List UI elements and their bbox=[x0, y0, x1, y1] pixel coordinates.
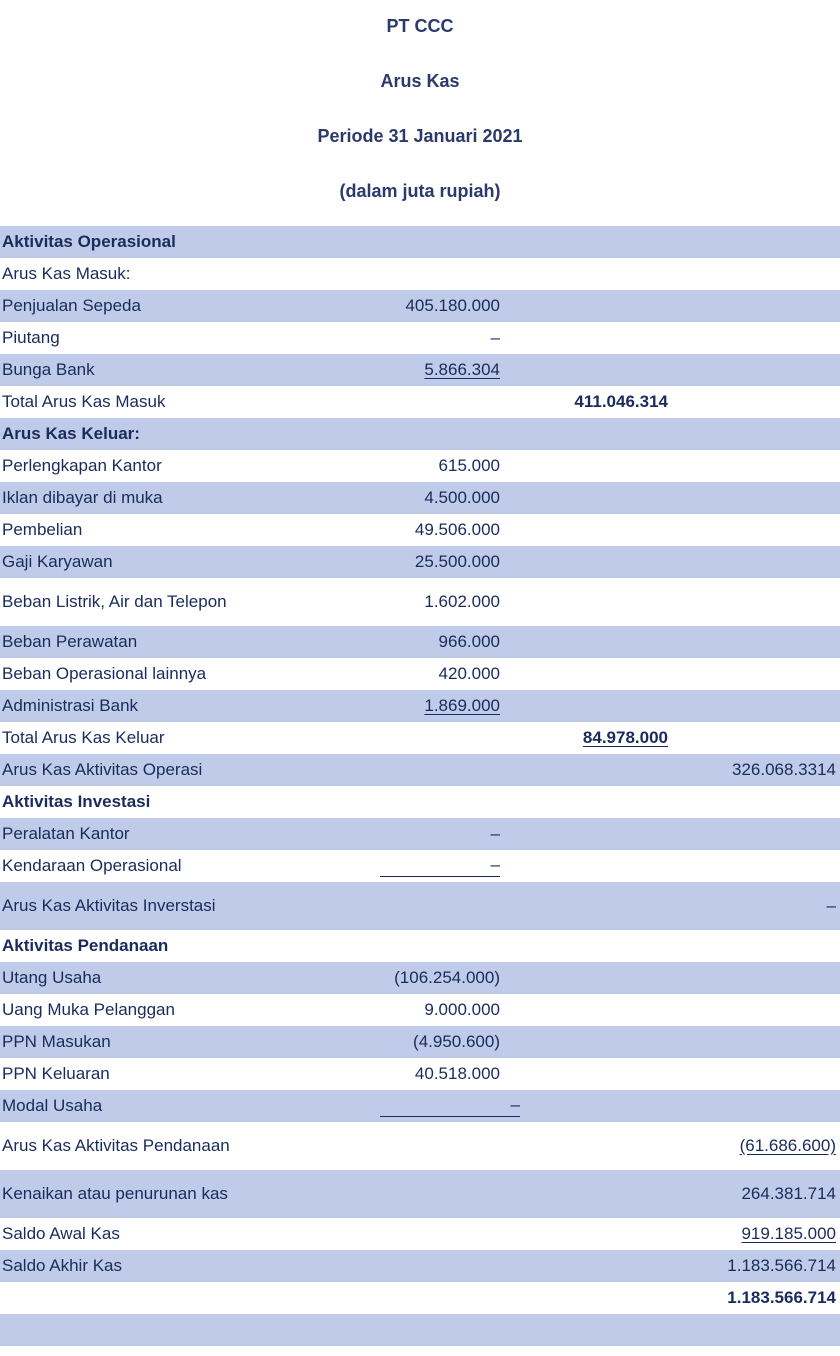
row-label: Administrasi Bank bbox=[0, 690, 378, 722]
table-row: Iklan dibayar di muka 4.500.000 bbox=[0, 482, 840, 514]
row-label: Bunga Bank bbox=[0, 354, 378, 386]
table-row: PPN Keluaran 40.518.000 bbox=[0, 1058, 840, 1090]
row-label: Uang Muka Pelanggan bbox=[0, 994, 378, 1026]
row-subtotal: 84.978.000 bbox=[504, 722, 672, 754]
company-name: PT CCC bbox=[0, 8, 840, 45]
table-row: Kendaraan Operasional – bbox=[0, 850, 840, 882]
row-label: PPN Keluaran bbox=[0, 1058, 378, 1090]
row-value: 49.506.000 bbox=[378, 514, 504, 546]
table-row: Beban Perawatan 966.000 bbox=[0, 626, 840, 658]
row-label: Arus Kas Aktivitas Pendanaan bbox=[0, 1122, 378, 1170]
table-row: Piutang – bbox=[0, 322, 840, 354]
table-row: Saldo Akhir Kas 1.183.566.714 bbox=[0, 1250, 840, 1282]
table-row: Administrasi Bank 1.869.000 bbox=[0, 690, 840, 722]
table-row: Peralatan Kantor – bbox=[0, 818, 840, 850]
row-value: (4.950.600) bbox=[378, 1026, 504, 1058]
table-row: Kenaikan atau penurunan kas 264.381.714 bbox=[0, 1170, 840, 1218]
report-title: Arus Kas bbox=[0, 63, 840, 100]
row-value: 966.000 bbox=[378, 626, 504, 658]
row-label: Total Arus Kas Keluar bbox=[0, 722, 378, 754]
row-label: Kendaraan Operasional bbox=[0, 850, 378, 882]
row-value: – bbox=[378, 322, 504, 354]
row-value: 9.000.000 bbox=[378, 994, 504, 1026]
table-row bbox=[0, 1314, 840, 1346]
report-header: PT CCC Arus Kas Periode 31 Januari 2021 … bbox=[0, 0, 840, 226]
row-total: 264.381.714 bbox=[672, 1170, 840, 1218]
row-total: 326.068.3314 bbox=[672, 754, 840, 786]
table-row: Arus Kas Keluar: bbox=[0, 418, 840, 450]
section-header-financing: Aktivitas Pendanaan bbox=[0, 930, 840, 962]
row-label: Arus Kas Aktivitas Inverstasi bbox=[0, 882, 378, 930]
row-value: 40.518.000 bbox=[378, 1058, 504, 1090]
row-total: (61.686.600) bbox=[672, 1122, 840, 1170]
row-label: Saldo Akhir Kas bbox=[0, 1250, 378, 1282]
table-row: Total Arus Kas Masuk 411.046.314 bbox=[0, 386, 840, 418]
table-row: Bunga Bank 5.866.304 bbox=[0, 354, 840, 386]
table-row: PPN Masukan (4.950.600) bbox=[0, 1026, 840, 1058]
row-value: 1.602.000 bbox=[378, 578, 504, 626]
row-label: Penjualan Sepeda bbox=[0, 290, 378, 322]
row-label: Gaji Karyawan bbox=[0, 546, 378, 578]
section-header-investing: Aktivitas Investasi bbox=[0, 786, 840, 818]
row-label: Beban Listrik, Air dan Telepon bbox=[0, 578, 378, 626]
row-value: 405.180.000 bbox=[378, 290, 504, 322]
row-label: Pembelian bbox=[0, 514, 378, 546]
table-row: Aktivitas Operasional bbox=[0, 226, 840, 258]
table-row: Modal Usaha – bbox=[0, 1090, 840, 1122]
table-row: Gaji Karyawan 25.500.000 bbox=[0, 546, 840, 578]
cashflow-table: Aktivitas Operasional Arus Kas Masuk: Pe… bbox=[0, 226, 840, 1346]
row-label: Piutang bbox=[0, 322, 378, 354]
row-value: 5.866.304 bbox=[378, 354, 504, 386]
table-row: Pembelian 49.506.000 bbox=[0, 514, 840, 546]
row-total: 919.185.000 bbox=[672, 1218, 840, 1250]
row-label: Utang Usaha bbox=[0, 962, 378, 994]
table-row: Aktivitas Investasi bbox=[0, 786, 840, 818]
row-label: Kenaikan atau penurunan kas bbox=[0, 1170, 378, 1218]
table-row: Saldo Awal Kas 919.185.000 bbox=[0, 1218, 840, 1250]
row-value: – bbox=[378, 850, 504, 882]
grand-total: 1.183.566.714 bbox=[672, 1282, 840, 1314]
row-value: – bbox=[378, 1090, 504, 1122]
table-row: Arus Kas Aktivitas Pendanaan (61.686.600… bbox=[0, 1122, 840, 1170]
row-label: Iklan dibayar di muka bbox=[0, 482, 378, 514]
report-period: Periode 31 Januari 2021 bbox=[0, 118, 840, 155]
row-total: 1.183.566.714 bbox=[672, 1250, 840, 1282]
table-row: Arus Kas Aktivitas Operasi 326.068.3314 bbox=[0, 754, 840, 786]
table-row: Arus Kas Aktivitas Inverstasi – bbox=[0, 882, 840, 930]
row-label: PPN Masukan bbox=[0, 1026, 378, 1058]
table-row: Aktivitas Pendanaan bbox=[0, 930, 840, 962]
section-header-operational: Aktivitas Operasional bbox=[0, 226, 840, 258]
row-subtotal: 411.046.314 bbox=[504, 386, 672, 418]
row-value: 4.500.000 bbox=[378, 482, 504, 514]
table-row: Penjualan Sepeda 405.180.000 bbox=[0, 290, 840, 322]
row-label: Total Arus Kas Masuk bbox=[0, 386, 378, 418]
row-total: – bbox=[672, 882, 840, 930]
table-row: Beban Operasional lainnya 420.000 bbox=[0, 658, 840, 690]
subheader-cash-in: Arus Kas Masuk: bbox=[0, 258, 840, 290]
row-label: Perlengkapan Kantor bbox=[0, 450, 378, 482]
row-value: 25.500.000 bbox=[378, 546, 504, 578]
row-value: – bbox=[378, 818, 504, 850]
table-row: Perlengkapan Kantor 615.000 bbox=[0, 450, 840, 482]
subheader-cash-out: Arus Kas Keluar: bbox=[0, 418, 840, 450]
table-row: Uang Muka Pelanggan 9.000.000 bbox=[0, 994, 840, 1026]
row-label: Modal Usaha bbox=[0, 1090, 378, 1122]
row-value: (106.254.000) bbox=[378, 962, 504, 994]
row-label: Arus Kas Aktivitas Operasi bbox=[0, 754, 378, 786]
row-value: 420.000 bbox=[378, 658, 504, 690]
table-row: Total Arus Kas Keluar 84.978.000 bbox=[0, 722, 840, 754]
row-label: Saldo Awal Kas bbox=[0, 1218, 378, 1250]
row-value: 1.869.000 bbox=[378, 690, 504, 722]
row-label: Beban Perawatan bbox=[0, 626, 378, 658]
row-label: Beban Operasional lainnya bbox=[0, 658, 378, 690]
table-row: Arus Kas Masuk: bbox=[0, 258, 840, 290]
report-unit: (dalam juta rupiah) bbox=[0, 173, 840, 210]
row-label: Peralatan Kantor bbox=[0, 818, 378, 850]
table-row: Beban Listrik, Air dan Telepon 1.602.000 bbox=[0, 578, 840, 626]
table-row: Utang Usaha (106.254.000) bbox=[0, 962, 840, 994]
table-row: 1.183.566.714 bbox=[0, 1282, 840, 1314]
row-value: 615.000 bbox=[378, 450, 504, 482]
